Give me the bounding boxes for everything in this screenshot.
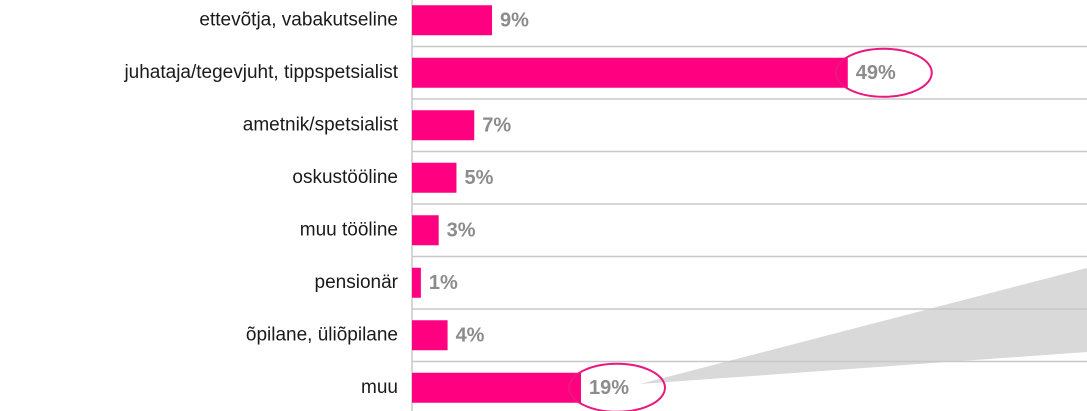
bar — [412, 162, 457, 193]
value-label: 4% — [456, 325, 485, 347]
highlight-ring — [567, 362, 666, 411]
bar — [412, 372, 581, 403]
bar — [412, 267, 421, 298]
category-label: muu — [361, 377, 398, 398]
highlight-ring — [834, 47, 933, 98]
value-label: 49% — [856, 62, 896, 84]
category-label: ametnik/spetsialist — [243, 114, 399, 135]
bar — [412, 215, 439, 246]
value-label: 7% — [482, 115, 511, 137]
category-label: õpilane, üliõpilane — [246, 324, 398, 345]
category-label: oskustööline — [292, 167, 398, 188]
value-label: 19% — [589, 377, 629, 399]
category-label: juhataja/tegevjuht, tippspetsialist — [123, 62, 398, 83]
bar — [412, 320, 448, 351]
value-label: 1% — [429, 272, 458, 294]
bar — [412, 5, 493, 36]
category-label: ettevõtja, vabakutseline — [199, 9, 398, 30]
category-label: muu tööline — [300, 219, 398, 240]
value-label: 3% — [447, 220, 476, 242]
bar — [412, 110, 475, 141]
category-label: pensionär — [315, 272, 399, 293]
callout — [640, 268, 1087, 384]
bar — [412, 57, 848, 88]
value-label: 9% — [500, 10, 529, 32]
value-label: 5% — [464, 167, 493, 189]
